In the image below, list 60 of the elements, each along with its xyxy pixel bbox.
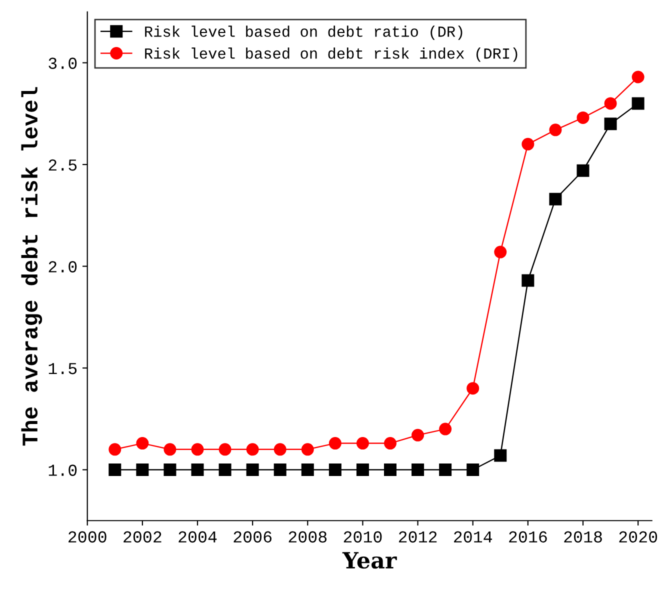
point: [576, 111, 590, 124]
point: [108, 464, 122, 476]
legend-label: Risk level based on debt risk index (DRI): [145, 48, 518, 62]
x-axis-title: Year: [342, 552, 397, 569]
point: [274, 464, 286, 476]
point: [632, 97, 644, 110]
x-tick-label: 2006: [234, 531, 272, 543]
point: [301, 464, 314, 476]
y-tick-label: 2.0: [48, 261, 77, 272]
point: [246, 443, 259, 456]
point: [549, 192, 562, 206]
point: [549, 124, 562, 136]
point: [274, 443, 286, 456]
point: [632, 70, 644, 84]
y-tick-label: 1.0: [48, 464, 77, 476]
point: [494, 246, 507, 258]
point: [604, 97, 617, 110]
point: [439, 464, 452, 476]
point: [494, 449, 507, 462]
point: [412, 428, 424, 442]
point: [164, 443, 176, 456]
point: [328, 437, 342, 450]
x-tick-label: 2012: [398, 531, 437, 543]
y-tick-label: 2.5: [48, 159, 77, 171]
point: [356, 437, 369, 450]
point: [412, 464, 424, 476]
point: [164, 464, 176, 476]
x-tick-label: 2020: [619, 531, 658, 543]
point: [108, 443, 122, 456]
point: [384, 464, 396, 476]
point: [301, 443, 314, 456]
legend-label: Risk level based on debt ratio (DR): [145, 26, 462, 40]
x-tick-label: 2002: [124, 531, 162, 543]
x-tick-label: 2000: [68, 531, 106, 543]
x-tick-label: 2016: [509, 531, 547, 543]
point: [246, 464, 259, 476]
point: [576, 164, 590, 177]
point: [218, 464, 232, 476]
x-tick-label: 2010: [344, 531, 382, 543]
point: [522, 274, 534, 287]
point: [466, 382, 480, 395]
x-tick-label: 2004: [178, 531, 217, 543]
point: [136, 437, 149, 450]
point: [191, 443, 204, 456]
point: [522, 138, 534, 150]
y-tick-label: 1.5: [48, 363, 77, 374]
point: [356, 464, 369, 476]
point: [604, 118, 617, 130]
point: [218, 443, 232, 456]
y-tick-label: 3.0: [48, 58, 77, 69]
x-tick-label: 2018: [564, 531, 602, 543]
x-tick-label: 2014: [454, 531, 492, 543]
point: [466, 464, 480, 476]
point: [384, 437, 396, 450]
point: [191, 464, 204, 476]
x-tick-label: 2008: [288, 531, 327, 543]
point: [439, 422, 452, 436]
point: [136, 464, 149, 476]
y-axis-title: The average debt risk level: [21, 87, 42, 446]
point: [328, 464, 342, 476]
